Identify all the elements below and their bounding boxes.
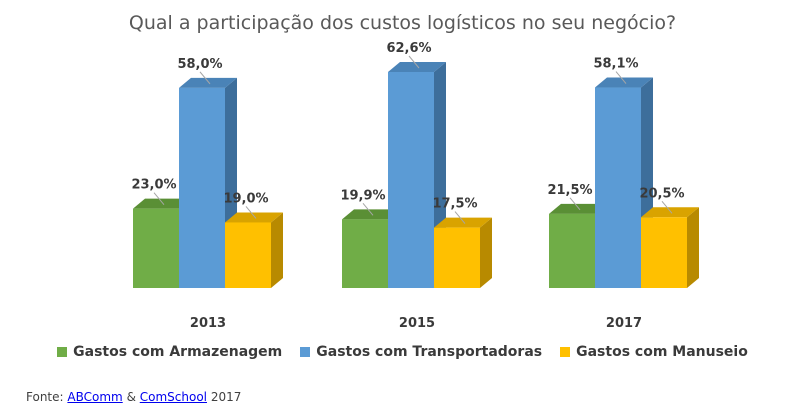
data-label-transportadoras-2017: 58,1% [593,57,638,72]
bar-side-manuseio-2015 [480,217,492,288]
source-prefix: Fonte: [26,390,64,404]
bar-manuseio-2013 [225,212,283,288]
bar-front-armazenagem-2017 [549,213,595,288]
source-link-comschool[interactable]: ComSchool [139,390,207,404]
bar-top-transportadoras-2013 [179,77,237,88]
data-label-manuseio-2015: 17,5% [432,197,477,212]
category-label-2017: 2017 [606,316,642,331]
legend-label-manuseio: Gastos com Manuseio [576,344,748,360]
bar-front-armazenagem-2013 [133,208,179,288]
legend-item-manuseio: Gastos com Manuseio [560,344,748,360]
data-label-manuseio-2017: 20,5% [639,186,684,201]
bar-front-armazenagem-2015 [342,219,388,288]
legend: Gastos com Armazenagem Gastos com Transp… [0,344,805,360]
bar-front-manuseio-2017 [641,217,687,288]
chart-title: Qual a participação dos custos logístico… [128,12,677,34]
legend-item-armazenagem: Gastos com Armazenagem [57,344,282,360]
bar-manuseio-2015 [434,217,492,288]
data-label-transportadoras-2013: 58,0% [177,57,222,72]
bar-transportadoras-2015 [388,62,446,288]
bar-top-transportadoras-2015 [388,62,446,72]
leader-line-transportadoras-2013 [199,71,211,85]
bar-top-armazenagem-2017 [549,203,607,214]
category-label-2013: 2013 [190,316,226,331]
bar-chart: 23,0% 58,0% 19,0% 2013 19,9% 62,6% 17,5% 2015 21… [131,41,699,331]
leader-line-transportadoras-2017 [615,71,627,84]
leader-line-transportadoras-2015 [408,55,420,69]
source-link-abcomm[interactable]: ABComm [67,390,123,404]
leader-line-armazenagem-2017 [569,197,581,211]
data-label-manuseio-2013: 19,0% [223,191,268,206]
data-label-armazenagem-2017: 21,5% [547,183,592,198]
category-label-2015: 2015 [399,316,435,331]
bar-top-transportadoras-2017 [595,77,653,88]
leader-line-manuseio-2017 [661,200,673,214]
data-label-transportadoras-2015: 62,6% [386,41,431,56]
source-note: Fonte: ABComm & ComSchool 2017 [26,390,241,404]
data-label-armazenagem-2013: 23,0% [131,178,176,193]
leader-line-armazenagem-2015 [362,203,374,216]
bar-front-transportadoras-2017 [595,87,641,288]
bar-front-transportadoras-2013 [179,87,225,288]
legend-item-transportadoras: Gastos com Transportadoras [300,344,542,360]
legend-swatch-manuseio [560,347,571,357]
legend-label-transportadoras: Gastos com Transportadoras [316,344,543,360]
source-ampersand: & [126,390,136,404]
leader-line-manuseio-2015 [454,211,466,224]
bar-manuseio-2017 [641,207,699,288]
legend-label-armazenagem: Gastos com Armazenagem [73,344,283,360]
bar-side-manuseio-2017 [687,207,699,288]
bar-front-transportadoras-2015 [388,72,434,288]
bar-top-manuseio-2017 [641,207,699,218]
bar-side-manuseio-2013 [271,212,283,288]
legend-swatch-armazenagem [57,347,68,357]
legend-swatch-transportadoras [300,347,311,357]
bar-top-manuseio-2015 [434,217,492,228]
leader-line-armazenagem-2013 [153,192,165,205]
source-year: 2017 [210,390,242,404]
leader-line-manuseio-2013 [245,206,257,219]
bar-top-armazenagem-2013 [133,198,191,209]
bar-front-manuseio-2013 [225,222,271,288]
bar-top-manuseio-2013 [225,212,283,223]
data-label-armazenagem-2015: 19,9% [340,188,385,203]
bar-front-manuseio-2015 [434,227,480,288]
bar-top-armazenagem-2015 [342,209,400,220]
